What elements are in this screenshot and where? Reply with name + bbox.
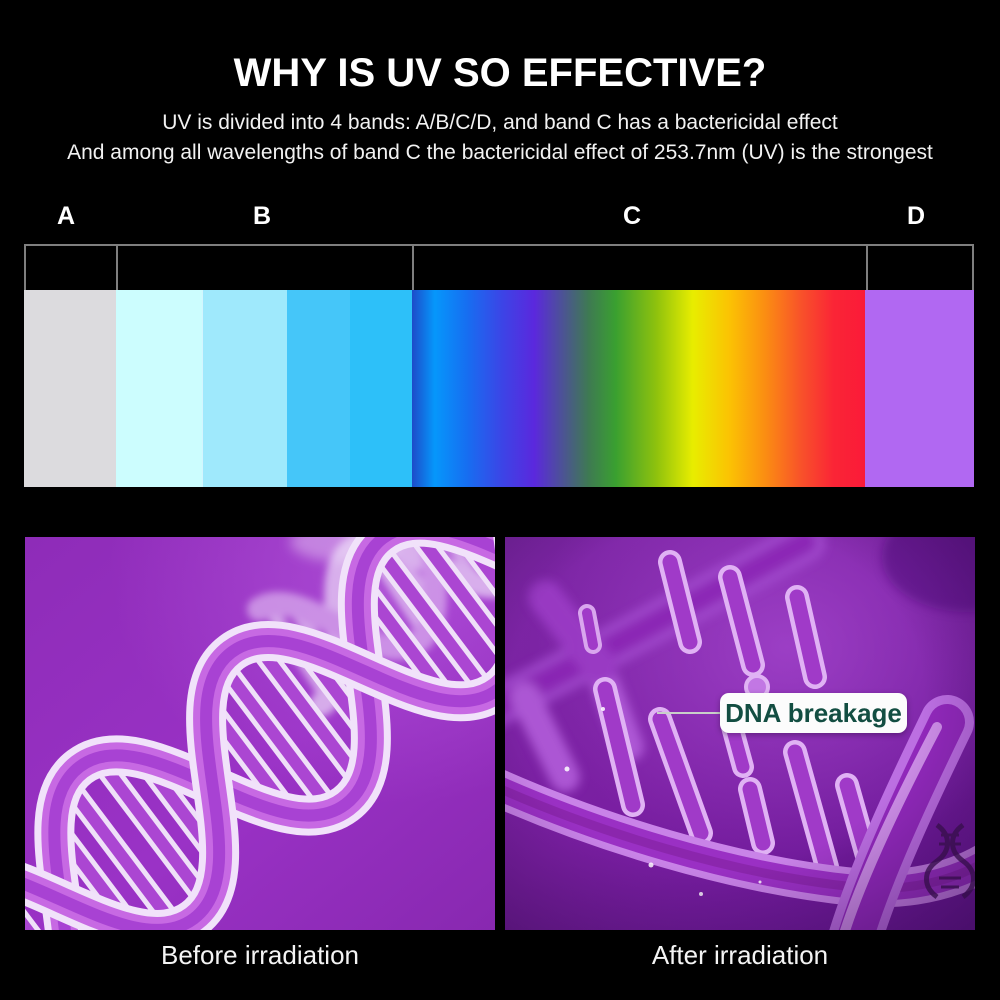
band-uvd-swatch <box>865 290 974 487</box>
bracket-tick <box>972 246 974 290</box>
callout-pointer-line <box>657 712 723 714</box>
band-label-c: C <box>622 202 642 230</box>
band-uvb2-swatch <box>202 290 287 487</box>
dna-breakage-callout: DNA breakage <box>720 693 907 733</box>
after-irradiation-photo: DNA breakage <box>505 537 975 930</box>
caption-after-irradiation: After irradiation <box>651 940 829 970</box>
band-label-a: A <box>56 202 76 230</box>
band-uva-swatch <box>24 290 116 487</box>
before-irradiation-photo <box>25 537 495 930</box>
band-label-b: B <box>252 202 272 230</box>
band-uvb3-swatch <box>287 290 350 487</box>
band-uvc-rainbow-swatch <box>412 290 865 487</box>
band-label-d: D <box>906 202 926 230</box>
bracket-tick <box>116 246 118 290</box>
band-uvb4-swatch <box>350 290 412 487</box>
band-bracket <box>24 244 974 290</box>
dna-helix-intact-illustration <box>25 537 495 930</box>
bracket-tick <box>866 246 868 290</box>
band-uvb1-swatch <box>116 290 202 487</box>
subtitle-line-2: And among all wavelengths of band C the … <box>67 141 933 164</box>
caption-before-irradiation: Before irradiation <box>161 940 359 970</box>
bracket-tick <box>24 246 26 290</box>
dna-helix-broken-illustration <box>505 537 975 930</box>
bracket-tick <box>412 246 414 290</box>
uv-spectrum-bar <box>24 290 974 487</box>
subtitle-line-1: UV is divided into 4 bands: A/B/C/D, and… <box>162 111 838 134</box>
page-title: WHY IS UV SO EFFECTIVE? <box>233 51 767 95</box>
